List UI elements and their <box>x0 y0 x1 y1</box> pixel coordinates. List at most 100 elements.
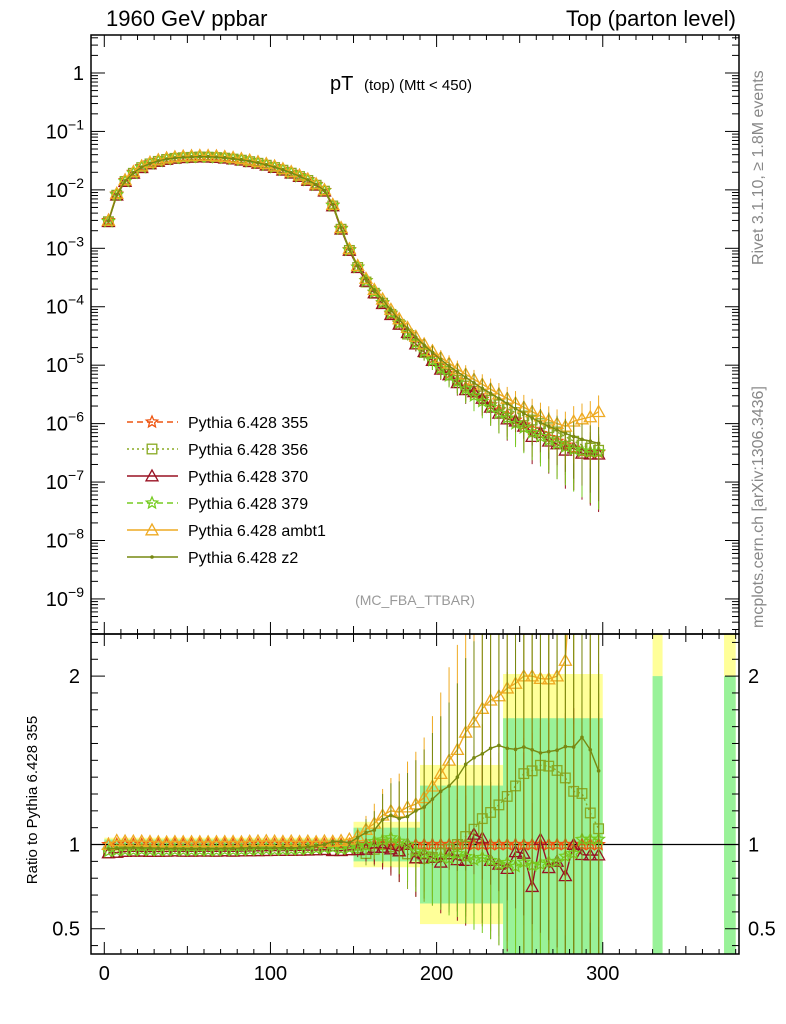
data-point-dot <box>513 747 518 752</box>
series-line <box>107 156 599 455</box>
data-point-dot <box>488 391 493 396</box>
data-point-dot <box>247 845 252 850</box>
data-point-triangle <box>317 182 332 196</box>
data-point-dot <box>546 749 551 754</box>
data-point-dot <box>505 746 510 751</box>
data-point-star <box>466 387 482 402</box>
legend-entry-label: Pythia 6.428 379 <box>188 496 308 513</box>
data-point-dot <box>571 745 576 749</box>
data-point-dot <box>239 846 244 850</box>
data-point-star <box>325 197 341 212</box>
data-point-star <box>101 213 116 228</box>
legend-entry-label: Pythia 6.428 355 <box>188 415 308 432</box>
y-tick-label-main: 10−1 <box>46 116 84 143</box>
data-point-dot <box>123 846 127 850</box>
data-point-dot <box>497 743 501 748</box>
data-point-dot <box>222 846 227 851</box>
data-point-triangle <box>184 834 199 848</box>
y-tick-label-main: 10−5 <box>46 350 84 377</box>
data-point-dot <box>364 277 368 281</box>
data-point-dot <box>513 406 518 411</box>
data-point-dot <box>555 748 559 753</box>
y-tick-label-main: 10−2 <box>46 175 84 202</box>
data-point-dot <box>198 846 202 851</box>
data-point-dot <box>405 326 410 331</box>
data-point-triangle <box>201 148 216 162</box>
data-point-triangle <box>176 148 191 162</box>
data-point-dot <box>306 844 310 849</box>
data-point-triangle <box>242 152 257 166</box>
data-point-dot <box>139 165 144 169</box>
data-point-triangle <box>358 271 374 284</box>
series-line <box>107 156 599 451</box>
data-point-triangle <box>209 148 224 162</box>
data-point-triangle <box>584 323 596 334</box>
data-point-dot <box>231 156 235 161</box>
data-point-dot <box>256 161 260 165</box>
data-point-dot <box>189 155 194 159</box>
main-frame <box>90 34 740 635</box>
data-point-dot <box>139 846 144 850</box>
data-point-dot <box>414 809 418 813</box>
x-tick-label: 200 <box>420 963 453 985</box>
data-point-triangle <box>159 150 174 164</box>
data-point-dot <box>314 182 318 187</box>
ratio-y-axis-label: Ratio to Pythia 6.428 355 <box>24 716 41 884</box>
chart-title: pT <box>330 73 353 95</box>
data-point-dot <box>164 157 169 161</box>
data-point-triangle <box>259 156 274 170</box>
data-point-dot <box>355 835 360 840</box>
data-point-dot <box>347 247 352 252</box>
data-point-dot <box>580 437 584 442</box>
data-point-star <box>333 221 349 236</box>
data-point-dot <box>480 752 485 756</box>
data-point-triangle <box>234 151 249 165</box>
data-point-triangle <box>109 833 124 847</box>
data-point-dot <box>397 317 402 322</box>
y-tick-label-main: 10−8 <box>46 525 84 552</box>
data-point-dot <box>596 769 601 773</box>
data-point-triangle <box>192 834 207 848</box>
x-tick-label: 300 <box>586 963 619 985</box>
data-point-triangle <box>574 411 590 425</box>
data-point-triangle <box>367 282 382 295</box>
data-point-dot <box>330 202 335 207</box>
data-point-triangle <box>126 833 141 847</box>
analysis-label: (MC_FBA_TTBAR) <box>355 592 475 608</box>
y-tick-label-main: 10−3 <box>46 233 84 260</box>
data-point-dot <box>430 350 435 355</box>
y-tick-label-main: 10−7 <box>46 467 84 494</box>
data-point-dot <box>588 747 593 752</box>
y-tick-label-ratio-right: 0.5 <box>748 919 776 941</box>
data-point-dot <box>339 839 343 844</box>
y-tick-label-main: 10−6 <box>46 409 84 436</box>
data-point-dot <box>596 441 601 446</box>
data-point-dot <box>231 846 235 851</box>
data-point-star <box>144 414 160 429</box>
y-tick-label-main: 10−4 <box>46 292 84 319</box>
data-point-triangle <box>144 468 160 482</box>
data-point-dot <box>322 188 327 193</box>
data-point-triangle <box>350 258 365 272</box>
data-point-dot <box>422 805 426 809</box>
data-point-dot <box>546 424 551 429</box>
data-point-dot <box>289 170 294 175</box>
data-point-dot <box>314 844 318 848</box>
data-point-dot <box>148 161 152 166</box>
data-point-triangle <box>109 186 124 199</box>
data-point-triangle <box>117 172 133 186</box>
data-point-dot <box>256 846 260 850</box>
data-point-dot <box>530 416 534 420</box>
data-point-dot <box>148 846 152 850</box>
ratio-frame <box>90 633 740 955</box>
data-point-triangle <box>184 148 199 162</box>
data-point-triangle <box>333 220 349 234</box>
data-point-dot <box>588 439 593 444</box>
data-point-triangle <box>375 291 390 305</box>
legend-entry-label: Pythia 6.428 z2 <box>188 550 298 567</box>
data-point-dot <box>480 386 485 391</box>
data-point-star <box>117 173 133 188</box>
data-point-triangle <box>151 152 166 166</box>
x-tick-label: 0 <box>99 963 110 985</box>
